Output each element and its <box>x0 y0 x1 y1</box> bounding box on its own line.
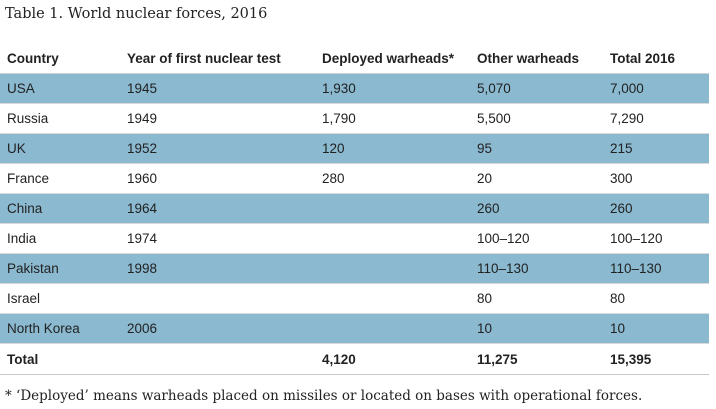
cell-country: USA <box>7 81 35 96</box>
header-total-2016: Total 2016 <box>603 43 709 74</box>
header-year-first-test: Year of first nuclear test <box>120 43 315 74</box>
cell-year: 1945 <box>127 81 158 96</box>
cell-deployed <box>315 194 470 224</box>
cell-total: 7,290 <box>610 111 644 126</box>
table-row: France 1960 280 20 300 <box>0 163 709 194</box>
cell-deployed <box>315 224 470 254</box>
cell-other: 10 <box>477 321 493 336</box>
cell-year: 1960 <box>127 171 158 186</box>
cell-total: 10 <box>610 321 626 336</box>
cell-deployed <box>315 284 470 314</box>
footnote: * ‘Deployed’ means warheads placed on mi… <box>5 388 643 404</box>
header-other-warheads: Other warheads <box>470 43 603 74</box>
cell-other: 5,500 <box>477 111 511 126</box>
total-year <box>120 343 315 375</box>
table-row: North Korea 2006 10 10 <box>0 313 709 344</box>
cell-country: Russia <box>7 111 49 126</box>
cell-deployed: 1,790 <box>322 111 356 126</box>
table-caption: Table 1. World nuclear forces, 2016 <box>5 6 268 22</box>
total-sum: 15,395 <box>603 343 709 375</box>
cell-deployed: 1,930 <box>322 81 356 96</box>
cell-country: North Korea <box>7 321 80 336</box>
table-row: India 1974 100–120 100–120 <box>0 223 709 254</box>
cell-country: China <box>7 201 43 216</box>
total-row: Total 4,120 11,275 15,395 <box>0 343 709 375</box>
header-row: Country Year of first nuclear test Deplo… <box>0 43 709 74</box>
table-row: USA 1945 1,930 5,070 7,000 <box>0 73 709 104</box>
header-country: Country <box>0 43 120 74</box>
cell-other: 5,070 <box>477 81 511 96</box>
cell-country: France <box>7 171 50 186</box>
total-label: Total <box>0 343 120 375</box>
cell-year: 1949 <box>127 111 158 126</box>
table-row: China 1964 260 260 <box>0 193 709 224</box>
total-deployed: 4,120 <box>315 343 470 375</box>
cell-year: 1952 <box>127 141 158 156</box>
table-row: UK 1952 120 95 215 <box>0 133 709 164</box>
cell-country: Pakistan <box>7 261 59 276</box>
table-row: Pakistan 1998 110–130 110–130 <box>0 253 709 284</box>
table-row: Israel 80 80 <box>0 283 709 314</box>
cell-deployed <box>315 314 470 344</box>
cell-deployed: 280 <box>322 171 345 186</box>
cell-total: 110–130 <box>610 261 662 276</box>
cell-country: UK <box>7 141 26 156</box>
cell-other: 260 <box>477 201 500 216</box>
cell-deployed: 120 <box>322 141 345 156</box>
cell-total: 215 <box>610 141 633 156</box>
cell-other: 110–130 <box>477 261 529 276</box>
total-other: 11,275 <box>470 343 603 375</box>
cell-year <box>120 284 315 314</box>
cell-year: 1974 <box>127 231 158 246</box>
cell-other: 100–120 <box>477 231 530 246</box>
cell-total: 260 <box>610 201 633 216</box>
cell-total: 80 <box>610 291 626 306</box>
cell-other: 95 <box>477 141 493 156</box>
cell-country: India <box>7 231 37 246</box>
cell-year: 1998 <box>127 261 158 276</box>
nuclear-forces-table: Country Year of first nuclear test Deplo… <box>0 43 709 375</box>
cell-year: 1964 <box>127 201 158 216</box>
header-deployed-warheads: Deployed warheads* <box>315 43 470 74</box>
cell-year: 2006 <box>127 321 158 336</box>
cell-deployed <box>315 254 470 284</box>
cell-total: 7,000 <box>610 81 644 96</box>
cell-other: 80 <box>477 291 493 306</box>
cell-other: 20 <box>477 171 493 186</box>
cell-total: 100–120 <box>610 231 663 246</box>
cell-country: Israel <box>7 291 41 306</box>
cell-total: 300 <box>610 171 633 186</box>
table-row: Russia 1949 1,790 5,500 7,290 <box>0 103 709 134</box>
